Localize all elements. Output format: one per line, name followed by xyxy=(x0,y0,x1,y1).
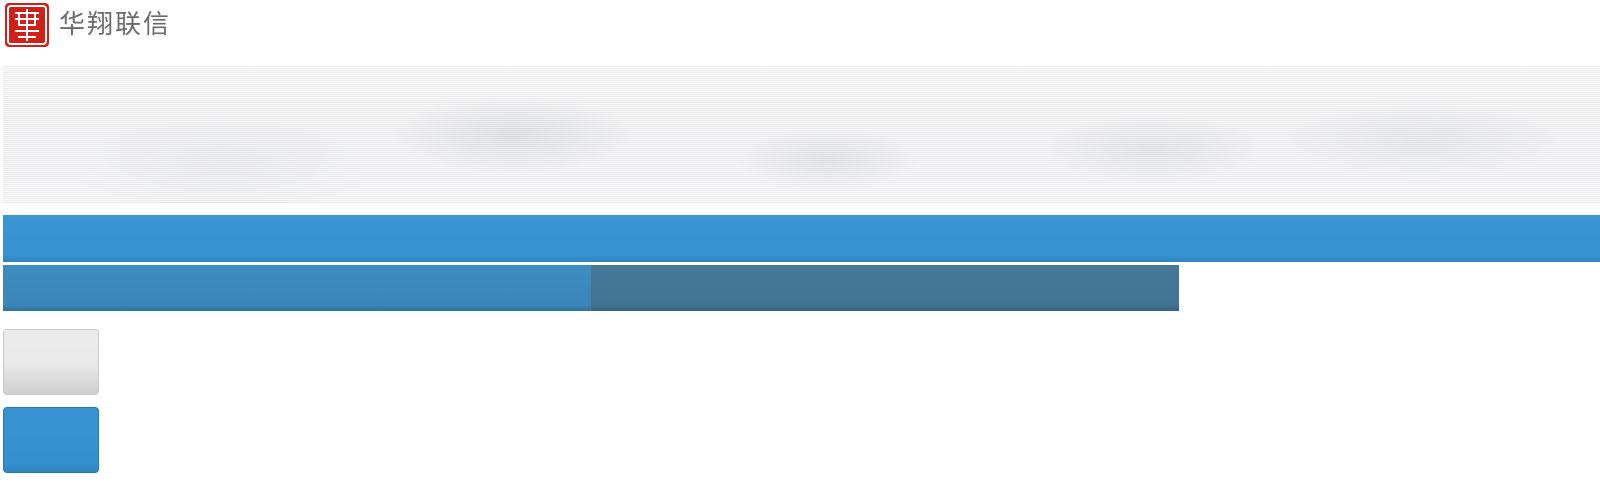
sub-tab-1[interactable] xyxy=(3,265,591,311)
sub-tab-2[interactable] xyxy=(591,265,1179,311)
main-nav-bar[interactable] xyxy=(3,215,1600,262)
grey-button[interactable] xyxy=(3,329,99,395)
logo[interactable]: 华翔联信 xyxy=(5,3,171,47)
logo-text: 华翔联信 xyxy=(59,10,172,40)
sub-tabs xyxy=(3,265,1179,311)
blue-button[interactable] xyxy=(3,407,99,473)
header-banner xyxy=(3,65,1600,203)
seal-logo-icon xyxy=(5,3,49,47)
